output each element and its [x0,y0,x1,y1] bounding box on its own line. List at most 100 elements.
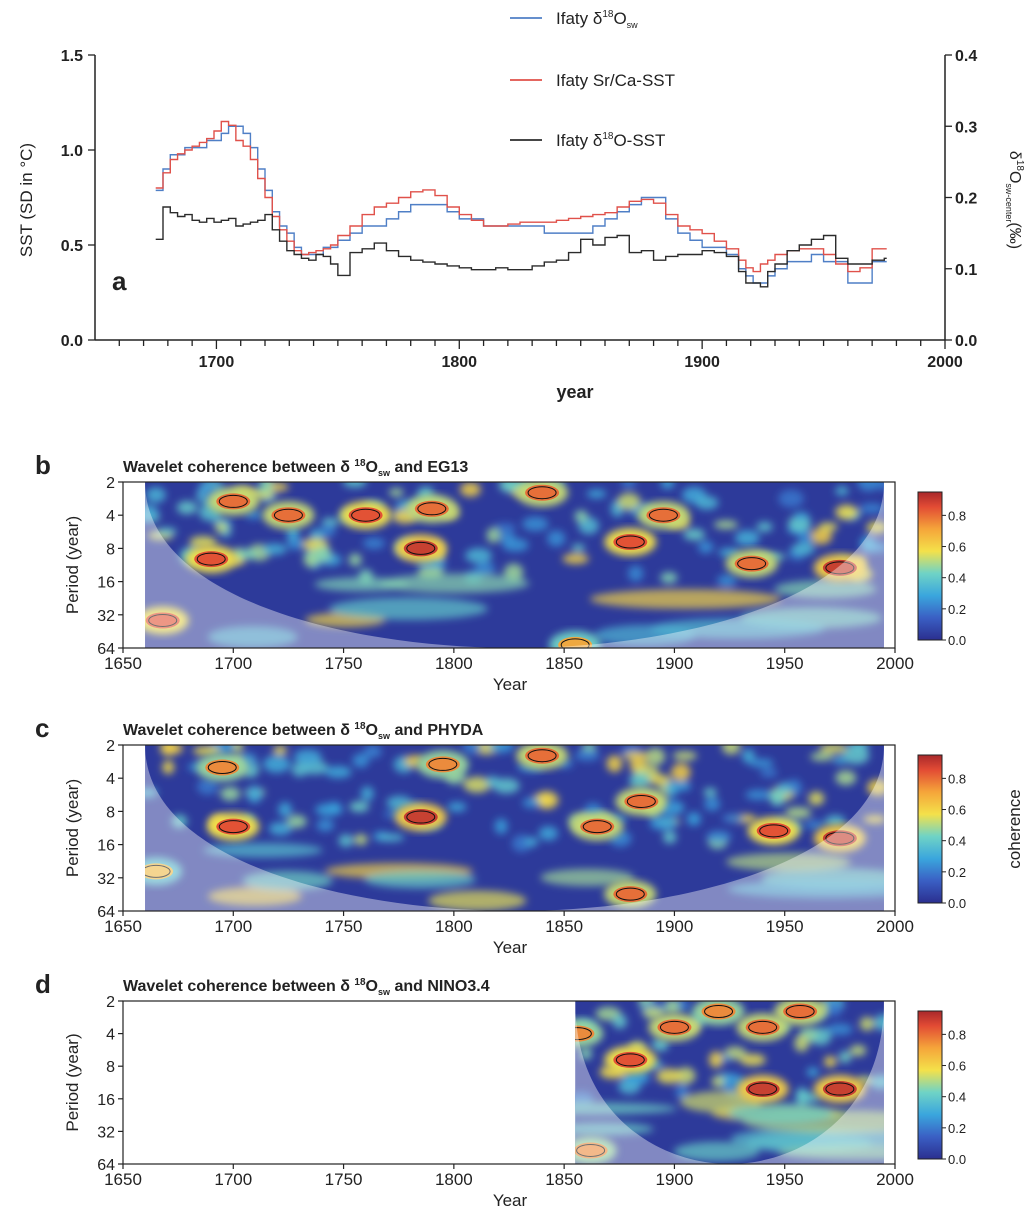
coherence-cell [734,530,760,546]
significance-contour [704,1004,734,1018]
coherence-cell [176,500,198,515]
coherence-cell [769,788,785,807]
colorbar-tick-label: 0.2 [948,1121,966,1136]
coherence-cell [673,781,692,791]
y2-tick-label: 0.3 [955,119,977,136]
x-tick-label: 2000 [876,654,914,673]
coherence-cell [575,1091,594,1105]
panel-title: Wavelet coherence between δ 18Osw and NI… [123,977,490,997]
title-mid: O [366,978,378,995]
coherence-cell [717,574,737,587]
y-tick-label: 0.5 [61,238,83,255]
significance-contour [351,508,381,522]
coherence-cell [220,786,241,801]
coherence-cell [287,537,305,550]
hotspot-core [745,1081,780,1098]
colorbar-tick-label: 0.0 [948,633,966,648]
colorbar-tick-label: 0.2 [948,602,966,617]
hotspot-core [425,756,460,773]
colorbar [917,754,943,904]
y-tick-label: 8 [106,541,115,558]
hotspot-core [271,507,306,524]
coherence-hotspots [575,1001,866,1164]
coherence-cell [859,502,884,514]
coherence-cell [621,482,637,489]
coherence-cell [579,1047,593,1061]
legend-item-d18o-sst: Ifaty δ18O-SST [510,131,665,150]
coherence-band [428,890,527,911]
coherence-cell [494,523,516,533]
hotspot-core [822,559,857,576]
coherence-cell [791,542,816,556]
coherence-cell [189,536,217,549]
significance-contour [428,757,458,771]
coherence-band [673,1141,760,1162]
hotspot-core [822,1081,857,1098]
hotspot-core [205,759,240,776]
colorbar-tick-label: 0.6 [948,803,966,818]
coherence-cell [656,1068,683,1084]
coherence-hotspots [145,745,866,909]
title-sup: 18 [354,721,366,732]
legend-label-sup: 18 [602,9,614,20]
coherence-cell [586,489,607,499]
y-tick-label: 1.0 [61,143,83,160]
series-line-d18osw [155,125,887,284]
hotspot-core [580,818,615,835]
coherence-cell [494,818,508,835]
coherence-cell [793,512,810,521]
significance-contour [576,1143,606,1157]
coherence-cell [866,521,884,534]
legend-label-mid: O [613,9,626,28]
hotspot-core [575,1025,595,1042]
coherence-cell [538,826,559,841]
coherence-cell [263,755,291,773]
coherence-cell [867,779,884,796]
significance-contour [273,508,303,522]
significance-contour [406,541,436,555]
coherence-cell [145,787,158,798]
title-sub: sw [378,987,391,997]
coherence-cell [835,504,858,520]
y-tick-label: 4 [106,1027,115,1044]
significance-contour [825,1082,855,1096]
coherence-cell [268,821,293,836]
coherence-cell [485,776,500,787]
hotspot-core [216,818,251,835]
coherence-cell [342,482,367,488]
colorbar [917,1010,943,1160]
coherence-cell [245,510,263,520]
significance-contour [659,1020,689,1034]
coherence-cell [713,520,739,530]
panel-letter: d [35,969,51,999]
coherence-cell [606,755,623,773]
coherence-cell [534,791,559,810]
panel-a-y2-axis-label: δ18Osw-center(‰) [1004,151,1025,249]
coherence-cell [293,749,322,765]
coherence-cell [363,745,382,759]
coherence-band [777,1145,884,1160]
hotspot-core [745,1019,780,1036]
coherence-cell [698,540,714,554]
hotspot-core [216,493,251,510]
coherence-cell [825,1001,843,1017]
coherence-cell [675,1083,689,1100]
coherence-cell [574,510,588,523]
title-pre: Wavelet coherence between δ [123,978,354,995]
coherence-cell [354,834,368,846]
significance-contour [615,535,645,549]
coherence-cell [547,530,566,547]
x-axis-label: Year [493,938,528,957]
coherence-cell [708,1051,723,1068]
coherence-cell [756,521,773,533]
x-tick-label: 2000 [876,917,914,936]
coherence-cell [362,537,386,550]
coherence-texture [575,1001,884,1162]
coherence-cell [695,496,719,510]
title-sup: 18 [354,977,366,988]
y-tick-label: 16 [97,575,115,592]
hotspot-core [348,507,383,524]
hotspot-core [613,534,648,551]
panel-d: d Wavelet coherence between δ 18Osw and N… [35,969,966,1210]
